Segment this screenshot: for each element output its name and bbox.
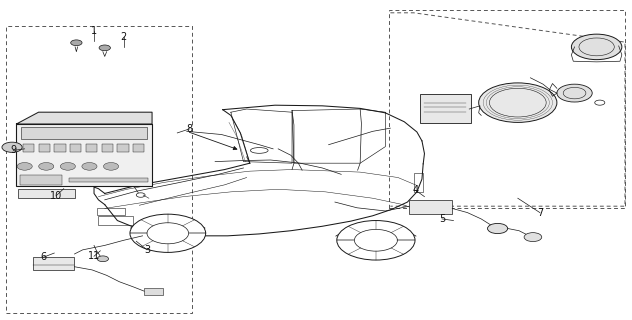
Circle shape [39,163,54,170]
Bar [389,10,625,208]
Circle shape [71,40,82,46]
Bar [18,189,75,197]
Circle shape [557,84,592,102]
Text: 4: 4 [413,185,418,195]
Bar [6,26,191,313]
Bar [39,144,50,152]
Text: 8: 8 [187,124,193,134]
Bar [33,257,75,270]
Bar [415,173,423,192]
Circle shape [104,163,119,170]
FancyBboxPatch shape [420,94,471,123]
Circle shape [478,83,557,123]
Text: 11: 11 [88,251,100,261]
Bar [133,144,145,152]
Circle shape [99,45,111,51]
Bar [20,175,63,185]
Circle shape [571,34,622,60]
Bar [16,124,152,186]
Ellipse shape [250,148,268,153]
Bar [102,144,113,152]
Text: 2: 2 [121,32,127,42]
Text: 3: 3 [144,245,150,255]
Text: 5: 5 [439,214,446,224]
Text: 1: 1 [91,26,97,36]
Circle shape [17,163,32,170]
Polygon shape [16,112,152,124]
Circle shape [337,220,415,260]
Bar [70,144,82,152]
Bar [410,200,453,214]
Circle shape [82,163,97,170]
Bar [21,126,147,139]
Circle shape [524,233,542,242]
Circle shape [97,256,109,262]
Bar [86,144,97,152]
Circle shape [60,163,75,170]
Bar [69,179,148,182]
Circle shape [130,214,205,252]
Text: 9: 9 [10,146,16,156]
Bar [23,144,34,152]
Text: 10: 10 [50,191,63,201]
Bar [118,144,129,152]
Bar [54,144,66,152]
Bar [145,288,164,295]
Circle shape [2,142,22,152]
Circle shape [355,229,398,251]
Text: 7: 7 [537,208,543,218]
Text: 6: 6 [40,252,47,262]
Circle shape [147,223,188,244]
Bar [99,216,133,225]
Circle shape [487,223,507,234]
